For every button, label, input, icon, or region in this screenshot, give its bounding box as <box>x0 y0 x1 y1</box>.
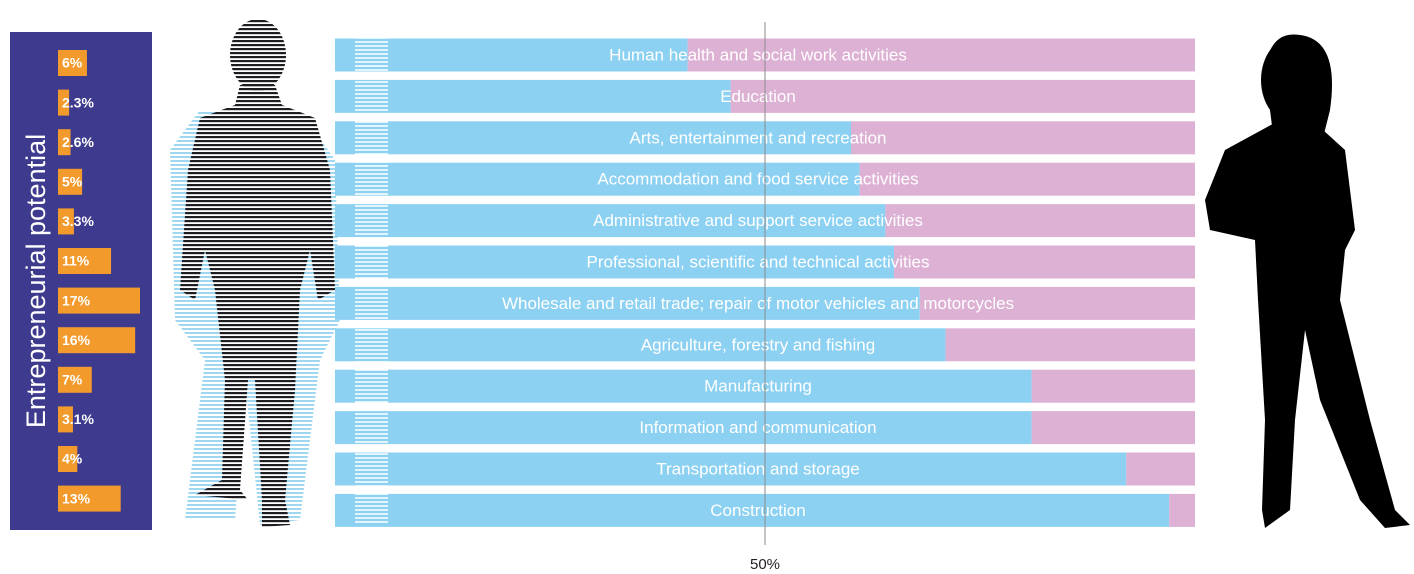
potential-label: 3.1% <box>62 411 94 427</box>
potential-label: 16% <box>62 332 91 348</box>
bar-segment <box>335 80 731 113</box>
category-label: Construction <box>710 501 805 520</box>
potential-label: 5% <box>62 174 83 190</box>
bar-segment <box>1126 453 1195 486</box>
page: {"chart_data": {"type": "bar", "title": … <box>0 0 1414 574</box>
x-tick-label: 50% <box>750 556 780 573</box>
category-label: Professional, scientific and technical a… <box>587 252 930 271</box>
bars: Human health and social work activities E… <box>335 22 1195 573</box>
potential-label: 7% <box>62 372 83 388</box>
potential-label: 4% <box>62 451 83 467</box>
chart: Entrepreneurial potential 6% 2.3% 2.6% 5% 3.3… <box>0 0 1414 574</box>
category-label: Agriculture, forestry and fishing <box>641 335 875 354</box>
bar-segment <box>851 121 1195 154</box>
potential-label: 17% <box>62 292 91 308</box>
bar-segment <box>1169 494 1195 527</box>
potential-label: 6% <box>62 55 83 71</box>
woman-silhouette <box>1205 34 1410 528</box>
category-label: Manufacturing <box>704 377 812 396</box>
potential-label: 2.6% <box>62 134 94 150</box>
bar-segment <box>1032 370 1195 403</box>
category-label: Accommodation and food service activitie… <box>597 170 918 189</box>
category-label: Human health and social work activities <box>609 45 907 64</box>
bar-segment <box>885 204 1195 237</box>
panel-title: Entrepreneurial potential <box>21 134 51 428</box>
bar-segment <box>731 80 1195 113</box>
potential-label: 2.3% <box>62 94 94 110</box>
category-label: Transportation and storage <box>656 459 860 478</box>
bar-segment <box>894 246 1195 279</box>
man-silhouette <box>170 19 340 527</box>
bar-segment <box>335 370 1032 403</box>
potential-label: 13% <box>62 490 91 506</box>
category-label: Wholesale and retail trade; repair of mo… <box>502 294 1014 313</box>
bar-segment <box>946 328 1195 361</box>
category-label: Arts, entertainment and recreation <box>629 128 886 147</box>
category-label: Information and communication <box>639 418 876 437</box>
category-label: Education <box>720 87 796 106</box>
potential-label: 11% <box>62 253 90 269</box>
potential-label: 3.3% <box>62 213 94 229</box>
bar-segment <box>1032 411 1195 444</box>
category-label: Administrative and support service activ… <box>593 211 923 230</box>
potential-panel: Entrepreneurial potential 6% 2.3% 2.6% 5% 3.3… <box>10 32 152 530</box>
